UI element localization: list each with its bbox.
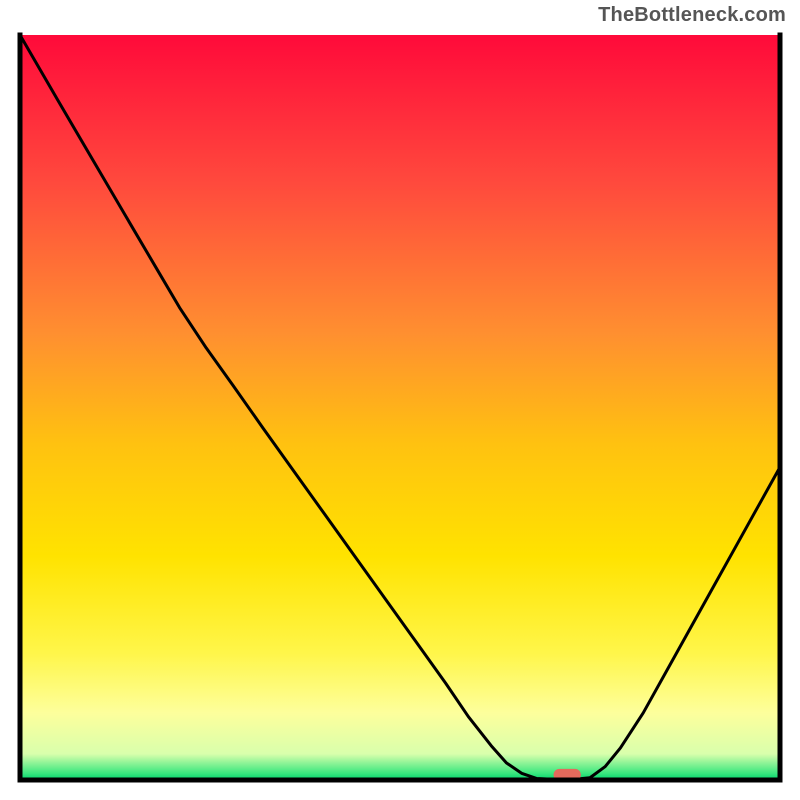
chart-root: TheBottleneck.com <box>0 0 800 800</box>
watermark-text: TheBottleneck.com <box>598 4 786 27</box>
bottleneck-chart <box>0 0 800 800</box>
plot-background <box>20 35 780 780</box>
